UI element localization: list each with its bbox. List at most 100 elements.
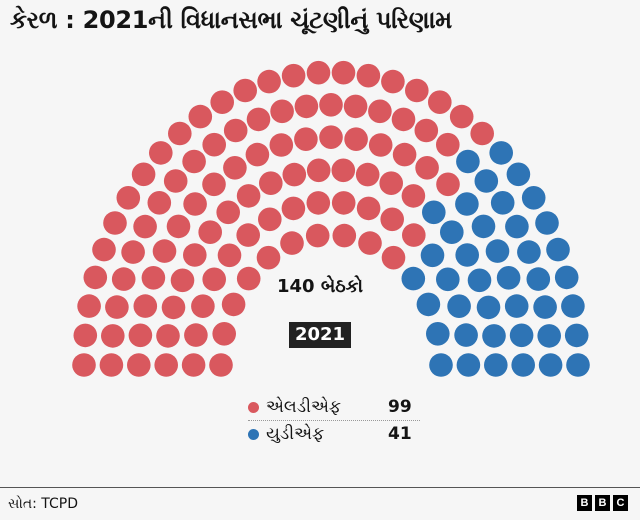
ldf-color-dot-icon [248,401,259,413]
seat-dot [103,211,127,235]
seat-dot [258,207,282,232]
seat-dot [236,184,261,208]
seat-dot [306,191,331,215]
seat-dot [415,156,439,180]
seat-dot [331,60,356,85]
seat-dot [566,353,590,377]
seat-dot [281,63,306,88]
legend-value: 41 [388,424,412,444]
seat-dot [270,99,294,124]
seat-dot [116,186,141,210]
seat-dot [73,323,98,348]
seat-dot [436,132,460,157]
seat-dot [455,192,479,216]
seat-dot [83,265,108,290]
seat-dot [454,323,478,347]
seat-dot [436,172,460,197]
seat-dot [72,353,96,377]
seat-dot [99,353,124,377]
seat-dot [356,63,381,88]
seat-dot [506,162,531,187]
seat-dot [216,200,240,225]
seat-dot [429,353,453,377]
seat-dot [184,323,208,347]
seat-dot [449,104,474,129]
seat-dot [202,172,226,197]
seat-dot [121,240,145,264]
seat-dot [306,60,331,85]
seat-dot [223,156,247,180]
seat-dot [245,142,270,167]
seat-dot [246,107,271,132]
seat-dot [233,78,257,103]
seat-dot [489,141,513,165]
seat-dot [511,353,535,377]
legend-value: 99 [388,397,412,417]
seat-dot [305,223,330,248]
seat-dot [217,243,242,268]
seat-dot [257,69,281,94]
seat-dot [379,171,404,195]
seat-dot [414,118,439,143]
seat-dot [538,353,563,377]
seat-dot [163,169,188,193]
seat-dot [182,149,206,174]
seat-dot [133,294,158,318]
seat-dot [505,214,529,239]
seat-dot [154,353,178,377]
seat-dot [191,294,215,319]
seat-dot [456,149,480,174]
bbc-logo-letter: B [577,495,592,511]
seat-dot [236,266,261,291]
seat-dot [294,94,319,119]
source-credit: સોત: TCPD [8,496,79,512]
seat-dot [280,231,304,255]
seat-dot [537,324,561,348]
seat-dot [319,125,343,149]
seat-dot [282,162,307,187]
seat-dot [198,220,222,244]
seat-dot [392,142,417,167]
udf-color-dot-icon [248,428,259,440]
footer-divider [0,487,640,488]
bbc-logo-letter: C [613,495,628,511]
seat-dot [521,186,546,210]
seat-dot [202,132,226,157]
seat-dot [504,294,529,318]
seat-dot [141,266,166,290]
seat-dot [436,267,460,292]
seat-dot [533,295,557,319]
seat-dot [161,295,186,320]
seat-dot [294,127,318,151]
parliament-hemicycle [72,60,590,377]
legend-label: યુડીએફ [266,424,325,444]
seat-dot [92,237,116,262]
seat-dot [456,353,481,377]
seat-dot [152,239,177,263]
seat-dot [319,93,343,117]
seat-dot [391,107,416,132]
seat-dot [517,240,541,264]
seat-dot [416,292,441,317]
seat-dot [422,200,446,225]
seat-dot [166,214,191,239]
seat-dot [202,267,226,292]
seat-dot [358,231,382,255]
seat-dot [236,223,260,247]
seat-dot [259,171,283,195]
seat-dot [331,158,356,183]
seat-dot [156,324,180,348]
legend-item-udf: યુડીએફ 41 [248,420,420,447]
seat-dot [355,162,380,187]
seat-dot [490,191,515,215]
seat-dot [405,78,429,103]
legend-label: એલડીએફ [266,397,342,417]
seat-dot [181,353,206,377]
seat-dot [455,243,480,267]
seat-dot [306,158,331,183]
seat-dot [183,192,207,216]
seat-dot [401,266,426,291]
seat-dot [401,184,426,208]
seat-dot [131,162,156,187]
seat-dot [470,121,495,146]
